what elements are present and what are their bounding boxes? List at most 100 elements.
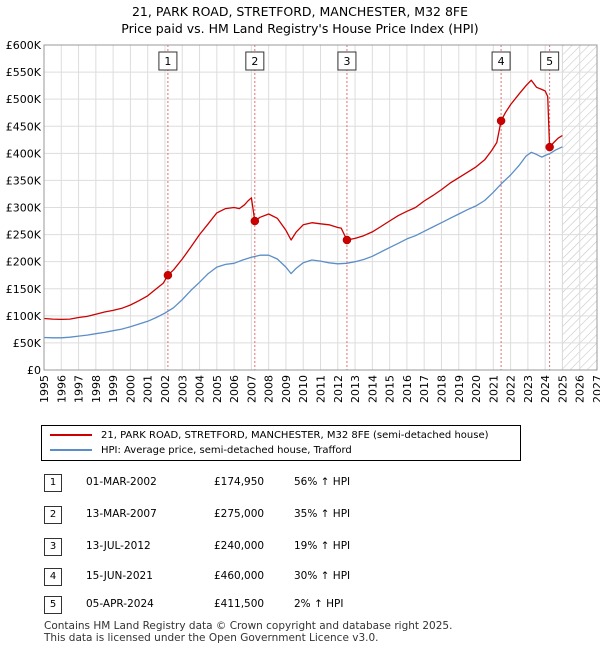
x-tick-label: 2006	[228, 375, 241, 403]
chart-subtitle: Price paid vs. HM Land Registry's House …	[121, 21, 479, 36]
transaction-date: 01-MAR-2002	[86, 476, 157, 488]
transaction-number-badge: 2	[44, 506, 62, 524]
x-tick-label: 2018	[435, 375, 448, 403]
x-tick-label: 2023	[522, 375, 535, 403]
sale-label-box	[245, 51, 265, 71]
transaction-hpi-change: 56% ↑ HPI	[294, 476, 351, 488]
y-tick-label: £500K	[6, 93, 42, 106]
transaction-hpi-change: 19% ↑ HPI	[294, 540, 351, 552]
x-tick-label: 2004	[194, 375, 207, 403]
hpi-line	[43, 146, 563, 339]
x-tick-label: 2009	[280, 375, 293, 403]
transaction-date: 13-MAR-2007	[86, 508, 157, 520]
transaction-number-badge: 5	[44, 596, 62, 614]
x-tick-label: 2021	[487, 375, 500, 403]
x-tick-label: 2011	[315, 375, 328, 403]
x-tick-label: 2027	[591, 375, 600, 403]
sale-label-box	[491, 51, 511, 71]
transaction-date: 05-APR-2024	[86, 598, 154, 610]
sale-label-box	[540, 51, 560, 71]
sale-point	[496, 116, 506, 126]
footer-licence: This data is licensed under the Open Gov…	[44, 632, 379, 644]
x-tick-label: 2026	[574, 375, 587, 403]
sale-label: 3	[343, 55, 350, 68]
x-tick-label: 2012	[332, 375, 345, 403]
y-tick-label: £150K	[6, 283, 42, 296]
transaction-hpi-change: 35% ↑ HPI	[294, 508, 351, 520]
x-tick-label: 2007	[245, 375, 258, 403]
footer: Contains HM Land Registry data © Crown c…	[44, 620, 452, 644]
x-tick-label: 2010	[297, 375, 310, 403]
y-tick-label: £0	[27, 364, 41, 377]
y-tick-label: £450K	[6, 120, 42, 133]
transaction-row: 1 01-MAR-2002 £174,950 56% ↑ HPI	[44, 474, 404, 494]
transaction-price: £275,000	[214, 508, 265, 520]
x-tick-label: 2016	[401, 375, 414, 403]
legend-swatch-hpi	[50, 449, 92, 451]
y-tick-label: £250K	[6, 229, 42, 242]
y-tick-label: £300K	[6, 202, 42, 215]
y-tick-label: £350K	[6, 174, 42, 187]
transaction-row: 2 13-MAR-2007 £275,000 35% ↑ HPI	[44, 506, 404, 526]
x-tick-label: 2008	[263, 375, 276, 403]
y-tick-label: £100K	[6, 310, 42, 323]
x-tick-label: 2019	[453, 375, 466, 403]
x-tick-label: 2005	[211, 375, 224, 403]
x-tick-label: 2000	[124, 375, 137, 403]
legend-item-hpi: HPI: Average price, semi-detached house,…	[50, 443, 352, 458]
sale-label: 5	[546, 55, 553, 68]
chart-area: 1995 1996 1997 1998 1999 2000 2001 2002 2003 2004…	[6, 40, 600, 403]
sale-label: 1	[164, 55, 171, 68]
transaction-price: £174,950	[214, 476, 265, 488]
chart-title: 21, PARK ROAD, STRETFORD, MANCHESTER, M3…	[131, 4, 469, 19]
y-tick-label: £550K	[6, 66, 42, 79]
transaction-row: 5 05-APR-2024 £411,500 2% ↑ HPI	[44, 596, 404, 616]
transaction-hpi-change: 2% ↑ HPI	[294, 598, 344, 610]
transaction-date: 13-JUL-2012	[86, 540, 151, 552]
transaction-number-badge: 1	[44, 474, 62, 492]
transaction-price: £411,500	[214, 598, 265, 610]
footer-copyright: Contains HM Land Registry data © Crown c…	[44, 620, 453, 632]
legend-swatch-property	[50, 434, 92, 436]
y-tick-label: £400K	[6, 147, 42, 160]
sale-label: 2	[251, 55, 258, 68]
x-tick-label: 2020	[470, 375, 483, 403]
plot-frame	[43, 44, 598, 371]
transaction-hpi-change: 30% ↑ HPI	[294, 570, 351, 582]
x-tick-label: 1998	[90, 375, 103, 403]
x-tick-label: 2003	[176, 375, 189, 403]
x-tick-label: 2022	[505, 375, 518, 403]
x-tick-label: 2017	[418, 375, 431, 403]
legend-label-hpi: HPI: Average price, semi-detached house,…	[101, 445, 352, 456]
x-tick-label: 2014	[366, 375, 379, 403]
x-tick-label: 1999	[107, 375, 120, 403]
y-tick-label: £200K	[6, 256, 42, 269]
sale-label: 4	[498, 55, 505, 68]
transaction-number-badge: 4	[44, 568, 62, 586]
sale-point	[342, 235, 352, 245]
x-tick-label: 2024	[539, 375, 552, 403]
transaction-price: £240,000	[214, 540, 265, 552]
x-tick-label: 2013	[349, 375, 362, 403]
sale-label-box	[158, 51, 178, 71]
legend-label-property: 21, PARK ROAD, STRETFORD, MANCHESTER, M3…	[101, 430, 489, 441]
sale-point	[545, 142, 554, 152]
sale-point	[250, 216, 260, 226]
x-tick-label: 1997	[73, 375, 86, 403]
transaction-price: £460,000	[214, 570, 265, 582]
sale-point	[163, 270, 173, 280]
x-tick-label: 2015	[384, 375, 397, 403]
legend-item-property: 21, PARK ROAD, STRETFORD, MANCHESTER, M3…	[50, 428, 489, 443]
transaction-row: 4 15-JUN-2021 £460,000 30% ↑ HPI	[44, 568, 404, 588]
transaction-date: 15-JUN-2021	[86, 570, 153, 582]
x-tick-label: 1996	[55, 375, 68, 403]
sale-label-box	[337, 51, 357, 71]
x-tick-label: 1995	[38, 375, 51, 403]
x-tick-label: 2002	[159, 375, 172, 403]
chart-legend: 21, PARK ROAD, STRETFORD, MANCHESTER, M3…	[41, 425, 521, 461]
y-tick-label: £50K	[13, 337, 42, 350]
x-tick-label: 2001	[142, 375, 155, 403]
y-tick-label: £600K	[6, 40, 42, 52]
x-tick-label: 2025	[556, 375, 569, 403]
transaction-number-badge: 3	[44, 538, 62, 556]
